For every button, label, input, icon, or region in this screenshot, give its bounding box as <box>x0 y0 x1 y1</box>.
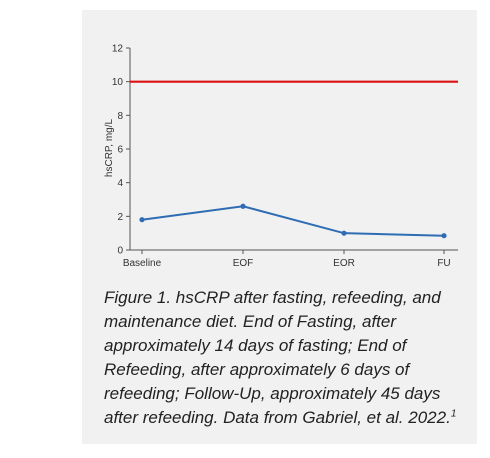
y-tick-label: 10 <box>112 77 124 88</box>
y-axis-label: hsCRP, mg/L <box>104 118 115 177</box>
y-tick-label: 4 <box>117 178 123 189</box>
x-tick-label: FU <box>437 258 450 269</box>
x-axis: Baseline EOF EOR FU <box>123 249 458 269</box>
data-point <box>441 233 447 239</box>
x-tick-label: EOR <box>333 258 355 269</box>
y-tick-label: 0 <box>117 246 123 257</box>
data-point <box>139 217 145 223</box>
data-point <box>240 203 246 209</box>
caption-footnote-ref: 1 <box>450 408 457 420</box>
x-tick-label: EOF <box>233 258 254 269</box>
figure-caption: Figure 1. hsCRP after fasting, refeeding… <box>104 286 469 430</box>
y-tick-label: 2 <box>117 212 123 223</box>
caption-text: Figure 1. hsCRP after fasting, refeeding… <box>104 288 451 427</box>
y-tick-label: 6 <box>117 145 123 156</box>
series-line <box>141 205 445 237</box>
series-group <box>139 203 447 239</box>
x-tick-label: Baseline <box>123 258 162 269</box>
y-tick-label: 12 <box>112 44 124 55</box>
data-point <box>341 230 347 236</box>
y-tick-label: 8 <box>117 111 123 122</box>
